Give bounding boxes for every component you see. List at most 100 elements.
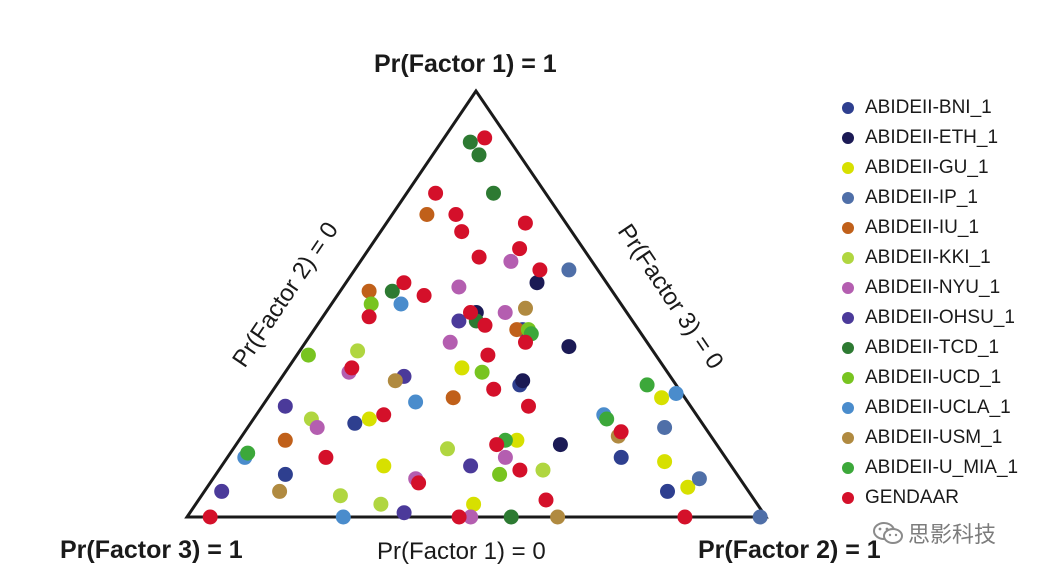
point-gendaar-0	[477, 130, 493, 146]
point-gendaar-2	[448, 207, 464, 222]
legend-label: ABIDEII-NYU_1	[865, 277, 1001, 298]
legend-item-gendaar: GENDAAR	[842, 483, 1052, 513]
point-gendaar-7	[532, 262, 548, 278]
point-abideii-gu-1-1	[657, 454, 673, 470]
point-gendaar-27	[361, 309, 377, 325]
point-abideii-bni-1-5	[277, 466, 293, 482]
point-gendaar-20	[318, 449, 334, 465]
point-abideii-usm-1-1	[387, 373, 403, 389]
point-abideii-iu-1-0	[419, 207, 435, 222]
legend-label: ABIDEII-U_MIA_1	[865, 457, 1019, 478]
scatter-points	[202, 130, 768, 525]
point-gendaar-21	[512, 462, 528, 478]
legend-label: ABIDEII-UCLA_1	[865, 397, 1011, 418]
legend-label: GENDAAR	[865, 487, 959, 508]
point-abideii-gu-1-0	[361, 411, 377, 427]
point-abideii-kki-1-3	[350, 343, 366, 359]
legend-marker	[842, 162, 854, 174]
point-abideii-eth-1-0	[561, 339, 577, 355]
point-abideii-gu-1-4	[376, 458, 392, 474]
legend-marker	[842, 492, 854, 504]
point-gendaar-24	[202, 509, 218, 525]
point-gendaar-3	[517, 215, 533, 231]
legend-item-abideii-kki-1: ABIDEII-KKI_1	[842, 243, 1052, 273]
point-abideii-ip-1-3	[691, 471, 707, 487]
point-abideii-ucla-1-1	[668, 386, 684, 401]
point-gendaar-9	[416, 288, 432, 303]
legend-item-abideii-ucla-1: ABIDEII-UCLA_1	[842, 393, 1052, 423]
legend-label: ABIDEII-KKI_1	[865, 247, 991, 268]
point-abideii-ucd-1-4	[492, 466, 508, 482]
point-abideii-tcd-1-0	[462, 134, 478, 150]
point-abideii-nyu-1-3	[442, 334, 458, 350]
point-abideii-eth-1-2	[552, 437, 568, 453]
wechat-icon	[873, 522, 903, 544]
legend-marker	[842, 432, 854, 444]
legend-item-abideii-tcd-1: ABIDEII-TCD_1	[842, 333, 1052, 363]
point-gendaar-12	[518, 334, 533, 350]
legend-label: ABIDEII-TCD_1	[865, 337, 1000, 358]
legend-label: ABIDEII-IP_1	[865, 187, 978, 208]
vertex-label-bottom-left: Pr(Factor 3) = 1	[60, 536, 243, 564]
point-gendaar-26	[677, 509, 693, 525]
watermark: 思影科技	[872, 517, 996, 549]
point-abideii-usm-1-4	[272, 483, 288, 499]
point-gendaar-1	[428, 185, 444, 201]
point-gendaar-17	[376, 407, 392, 423]
point-abideii-ohsu-1-1	[463, 458, 479, 474]
vertex-label-top: Pr(Factor 1) = 1	[374, 50, 557, 78]
legend-item-abideii-ucd-1: ABIDEII-UCD_1	[842, 363, 1052, 393]
legend: ABIDEII-BNI_1 ABIDEII-ETH_1 ABIDEII-GU_1 AB…	[842, 93, 1052, 513]
legend-item-abideii-nyu-1: ABIDEII-NYU_1	[842, 273, 1052, 303]
point-abideii-ip-1-1	[561, 262, 577, 278]
point-abideii-kki-1-2	[535, 462, 551, 478]
legend-marker	[842, 462, 854, 474]
legend-marker	[842, 102, 854, 114]
point-abideii-tcd-1-3	[384, 283, 400, 299]
legend-label: ABIDEII-OHSU_1	[865, 307, 1015, 328]
point-gendaar-14	[344, 360, 360, 376]
legend-item-abideii-iu-1: ABIDEII-IU_1	[842, 213, 1052, 243]
point-abideii-ohsu-1-5	[396, 505, 412, 521]
legend-marker	[842, 312, 854, 324]
point-abideii-nyu-1-5	[497, 449, 513, 465]
point-gendaar-10	[463, 305, 478, 320]
point-abideii-usm-1-0	[518, 300, 533, 316]
legend-marker	[842, 282, 854, 294]
legend-marker	[842, 402, 854, 414]
point-gendaar-19	[489, 437, 505, 453]
point-abideii-iu-1-2	[277, 432, 293, 448]
point-abideii-iu-1-3	[509, 322, 525, 338]
point-abideii-gu-1-3	[654, 390, 670, 406]
vertex-label-bottom-right: Pr(Factor 2) = 1	[698, 536, 881, 564]
legend-item-abideii-ohsu-1: ABIDEII-OHSU_1	[842, 303, 1052, 333]
point-abideii-kki-1-5	[373, 496, 389, 512]
point-abideii-gu-1-5	[454, 360, 470, 376]
legend-marker	[842, 132, 854, 144]
point-gendaar-22	[411, 475, 427, 491]
point-abideii-ohsu-1-4	[451, 313, 467, 329]
point-gendaar-6	[471, 249, 487, 265]
point-gendaar-25	[451, 509, 467, 525]
point-abideii-nyu-1-1	[451, 279, 467, 295]
point-abideii-u-mia-1-2	[599, 411, 615, 427]
legend-marker	[842, 252, 854, 264]
point-abideii-tcd-1-5	[503, 509, 519, 525]
legend-label: ABIDEII-BNI_1	[865, 97, 992, 118]
point-gendaar-8	[396, 275, 412, 291]
edge-label-bottom: Pr(Factor 1) = 0	[377, 538, 546, 565]
point-abideii-ucla-1-2	[408, 394, 424, 410]
point-gendaar-5	[512, 241, 528, 257]
legend-label: ABIDEII-ETH_1	[865, 127, 999, 148]
legend-item-abideii-eth-1: ABIDEII-ETH_1	[842, 123, 1052, 153]
legend-marker	[842, 192, 854, 204]
point-gendaar-18	[613, 424, 629, 440]
point-abideii-kki-1-4	[440, 441, 455, 457]
point-abideii-nyu-1-0	[503, 253, 519, 269]
point-abideii-iu-1-1	[361, 283, 377, 299]
point-abideii-bni-1-4	[347, 415, 363, 431]
legend-item-abideii-bni-1: ABIDEII-BNI_1	[842, 93, 1052, 123]
point-abideii-bni-1-0	[613, 449, 629, 465]
legend-item-abideii-gu-1: ABIDEII-GU_1	[842, 153, 1052, 183]
point-abideii-tcd-1-2	[486, 185, 501, 201]
